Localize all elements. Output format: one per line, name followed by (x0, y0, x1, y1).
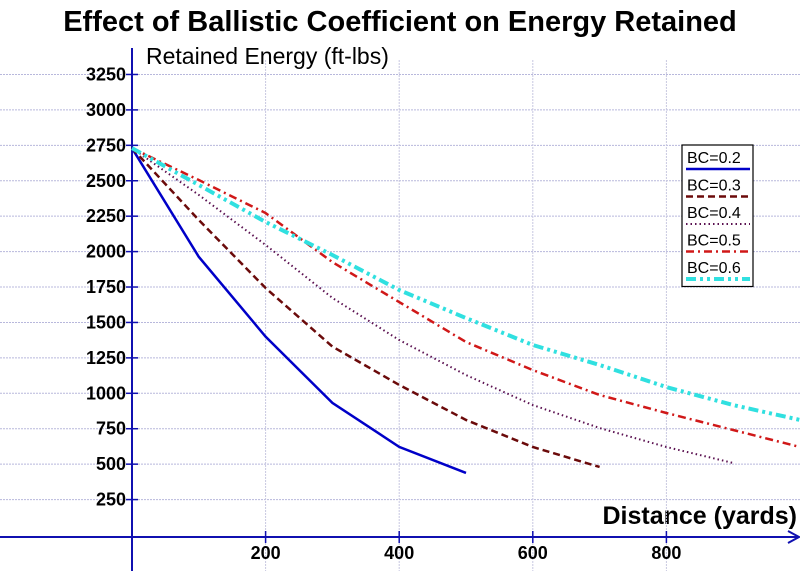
y-tick-label: 1500 (86, 312, 126, 332)
y-tick-label: 2500 (86, 171, 126, 191)
tick-labels: 250 500 750 1000 1250 1500 1750 2000 2250 2500 275… (86, 64, 681, 563)
chart-title: Effect of Ballistic Coefficient on Energ… (63, 6, 737, 38)
legend-label: BC=0.6 (687, 260, 741, 277)
y-tick-label: 2000 (86, 242, 126, 262)
legend: BC=0.2 BC=0.3 BC=0.4 BC=0.5 BC=0.6 (681, 144, 754, 288)
y-tick-label: 1250 (86, 348, 126, 368)
x-axis-label: Distance (yards) (602, 502, 797, 530)
x-tick-label: 600 (518, 543, 548, 563)
x-tick-label: 200 (251, 543, 281, 563)
y-tick-label: 3000 (86, 100, 126, 120)
x-tick-label: 400 (384, 543, 414, 563)
series-line-bc-0-6 (131, 146, 800, 422)
y-tick-label: 3250 (86, 64, 126, 84)
y-tick-label: 500 (96, 454, 126, 474)
y-axis-label: Retained Energy (ft-lbs) (146, 43, 389, 69)
y-tick-label: 1000 (86, 383, 126, 403)
y-tick-label: 250 (96, 490, 126, 510)
legend-label: BC=0.2 (687, 150, 741, 167)
y-tick-label: 2250 (86, 206, 126, 226)
series-line-bc-0-3 (131, 147, 600, 469)
x-tick-label: 800 (651, 543, 681, 563)
x-axis-arrow (787, 530, 800, 544)
axes (0, 48, 800, 571)
y-tick-label: 750 (96, 419, 126, 439)
y-tick-label: 1750 (86, 277, 126, 297)
series-line-bc-0-2 (130, 147, 467, 475)
legend-label: BC=0.4 (687, 205, 741, 222)
y-tick-label: 2750 (86, 135, 126, 155)
series-lines (130, 146, 800, 475)
legend-label: BC=0.5 (687, 233, 741, 250)
legend-label: BC=0.3 (687, 178, 741, 195)
